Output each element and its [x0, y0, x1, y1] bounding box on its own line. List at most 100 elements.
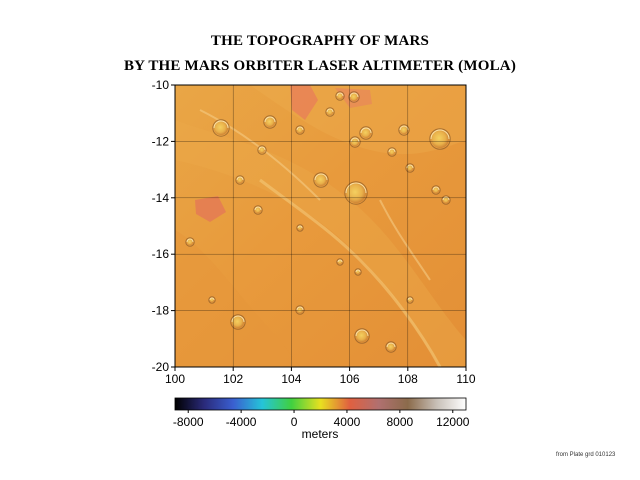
crater — [232, 316, 244, 328]
lowland-region — [175, 230, 300, 367]
crater-rim — [253, 205, 263, 215]
x-tick-label: 104 — [281, 372, 301, 386]
crater-highlight — [336, 92, 344, 97]
crater — [214, 121, 228, 135]
crater-rim — [313, 172, 329, 188]
high-terrain-patch — [195, 196, 226, 222]
crater — [361, 128, 371, 138]
crater-rim — [359, 126, 373, 140]
crater-highlight — [355, 329, 369, 337]
map-title-line-1: THE TOPOGRAPHY OF MARS — [210, 33, 430, 49]
crater-highlight — [186, 238, 194, 243]
crater-rim — [344, 181, 368, 205]
x-tick-label: 110 — [456, 372, 475, 386]
crater — [407, 165, 413, 171]
crater — [187, 239, 193, 245]
crater-highlight — [254, 206, 262, 211]
crater-rim — [431, 185, 441, 195]
y-tick-label: -14 — [152, 191, 170, 205]
crater-rim — [208, 296, 216, 304]
crater-highlight — [432, 186, 440, 191]
crater-rim — [354, 268, 362, 276]
y-tick-label: -20 — [152, 360, 170, 374]
crater-highlight — [442, 196, 450, 201]
crater — [350, 93, 358, 101]
crater-rim — [398, 124, 410, 136]
crater-rim — [296, 224, 304, 232]
crater-highlight — [213, 120, 229, 129]
colorbar-tick-label: 12000 — [436, 415, 470, 429]
crater — [298, 226, 302, 230]
crater — [408, 298, 412, 302]
crater-rim — [230, 314, 246, 330]
crater-highlight — [388, 148, 396, 153]
map-title-line-2: BY THE MARS ORBITER LASER ALTIMETER (MOL… — [123, 58, 517, 74]
crater-rim — [441, 195, 451, 205]
crater — [297, 307, 303, 313]
colorbar-tick-label: -8000 — [173, 415, 204, 429]
crater-highlight — [350, 137, 360, 143]
valley-line — [379, 199, 431, 281]
y-tick-label: -18 — [152, 304, 170, 318]
crater-rim — [295, 305, 305, 315]
crater-highlight — [258, 146, 266, 151]
crater-highlight — [209, 297, 215, 301]
crater-rim — [235, 175, 245, 185]
crater — [356, 330, 368, 342]
x-tick-label: 108 — [398, 372, 418, 386]
crater-rim — [212, 119, 230, 137]
colorbar-tick-label: 4000 — [334, 415, 361, 429]
crater-highlight — [430, 129, 450, 140]
colorbar-tick-label: 0 — [291, 415, 298, 429]
crater-rim — [405, 163, 415, 173]
crater-highlight — [360, 127, 372, 134]
crater-rim — [257, 145, 267, 155]
crater-rim — [295, 125, 305, 135]
crater-highlight — [386, 342, 396, 348]
crater — [255, 207, 261, 213]
crater-rim — [185, 237, 195, 247]
crater — [351, 138, 359, 146]
crater-rim — [336, 258, 344, 266]
crater-rim — [325, 107, 335, 117]
crater — [433, 187, 439, 193]
crater — [443, 197, 449, 203]
crater-highlight — [296, 306, 304, 311]
crater — [356, 270, 360, 274]
crater-highlight — [407, 297, 413, 301]
crater-rim — [335, 91, 345, 101]
x-tick-label: 106 — [340, 372, 360, 386]
crater — [237, 177, 243, 183]
x-tick-label: 102 — [223, 372, 243, 386]
crater — [259, 147, 265, 153]
crater — [297, 127, 303, 133]
crater-highlight — [231, 315, 245, 323]
crater-highlight — [297, 225, 303, 229]
crater-highlight — [264, 116, 276, 123]
high-terrain-patch — [290, 85, 318, 120]
data-source-credit: from Plate grd 010123 — [556, 452, 616, 458]
crater-highlight — [326, 108, 334, 113]
crater-highlight — [355, 269, 361, 273]
crater-highlight — [337, 259, 343, 263]
crater-rim — [348, 91, 360, 103]
crater — [431, 130, 449, 148]
colorbar-tick-label: 8000 — [387, 415, 414, 429]
crater — [327, 109, 333, 115]
x-tick-label: 100 — [165, 372, 185, 386]
crater — [387, 343, 395, 351]
crater-rim — [406, 296, 414, 304]
crater-rim — [263, 115, 277, 129]
y-tick-label: -10 — [152, 78, 170, 92]
colorbar-unit-label: meters — [302, 427, 339, 441]
crater-highlight — [345, 182, 367, 194]
elevation-colorbar — [174, 397, 467, 411]
crater — [389, 149, 395, 155]
crater-rim — [387, 147, 397, 157]
crater-highlight — [349, 92, 359, 98]
crater-highlight — [406, 164, 414, 169]
map-frame — [174, 84, 467, 368]
y-tick-label: -12 — [152, 134, 170, 148]
crater-rim — [429, 128, 451, 150]
